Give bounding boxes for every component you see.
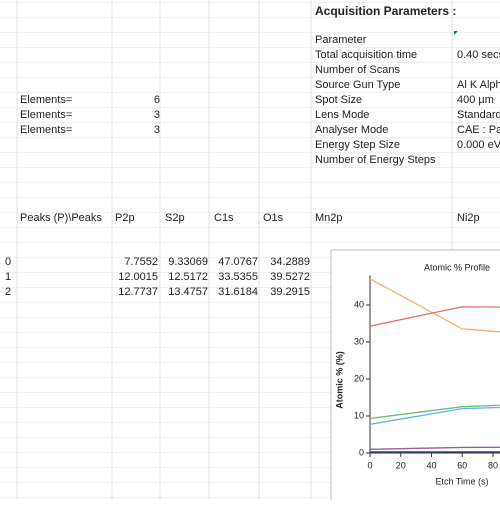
table-cell: 12.5172: [168, 271, 208, 283]
table-header: Peaks (P)\Peaks: [20, 212, 102, 224]
table-header: O1s: [263, 212, 284, 224]
series-line: [369, 446, 500, 450]
parameter-name: Number of Scans: [315, 64, 400, 76]
parameter-name: Lens Mode: [315, 109, 369, 121]
table-cell: 12.7737: [118, 286, 158, 298]
y-axis-label: Atomic % (%): [334, 351, 344, 409]
table-cell: 39.2915: [270, 286, 310, 298]
elements-value: 3: [154, 124, 160, 136]
y-tick-label: 20: [354, 373, 364, 383]
cell-marker: [454, 31, 458, 35]
parameter-value: CAE : Pa: [457, 124, 500, 136]
x-axis-label: Etch Time (s): [435, 476, 488, 486]
table-header: C1s: [214, 212, 234, 224]
chart: Atomic % Profile Atomic % (%) Etch Time …: [330, 249, 500, 505]
x-tick-label: 80: [488, 460, 498, 470]
parameter-value: 0.000 eV: [457, 139, 500, 151]
elements-label: Elements=: [20, 94, 72, 106]
x-tick-label: 20: [396, 460, 406, 470]
table-cell: 12.0015: [118, 271, 158, 283]
table-cell: 34.2889: [270, 256, 310, 268]
parameter-value: 0.40 secs: [457, 49, 500, 61]
y-tick-label: 10: [354, 410, 364, 420]
row-index: 0: [5, 256, 11, 268]
x-tick-label: 0: [367, 460, 372, 470]
series-line: [369, 306, 500, 327]
row-index: 1: [5, 271, 11, 283]
y-tick-label: 40: [354, 299, 364, 309]
y-tick-label: 0: [359, 447, 364, 457]
parameter-name: Spot Size: [315, 94, 362, 106]
x-tick-label: 60: [457, 460, 467, 470]
table-header: Mn2p: [315, 212, 343, 224]
table-cell: 31.6184: [218, 286, 258, 298]
chart-title: Atomic % Profile: [424, 262, 490, 272]
chart-frame: [330, 249, 500, 505]
table-cell: 39.5272: [270, 271, 310, 283]
parameter-name: Parameter: [315, 34, 367, 46]
x-tick-label: 40: [426, 460, 436, 470]
elements-value: 3: [154, 109, 160, 121]
table-cell: 9.33069: [168, 256, 208, 268]
elements-value: 6: [154, 94, 160, 106]
parameter-value: Al K Alph: [457, 79, 500, 91]
series-line: [369, 404, 500, 420]
section-title: Acquisition Parameters :: [315, 4, 456, 18]
parameter-name: Total acquisition time: [315, 49, 417, 61]
series-line: [369, 278, 500, 333]
table-cell: 7.7552: [124, 256, 158, 268]
table-header: Ni2p: [457, 212, 480, 224]
parameter-name: Source Gun Type: [315, 79, 400, 91]
parameter-value: Standard: [457, 109, 500, 121]
table-cell: 13.4757: [168, 286, 208, 298]
table-cell: 33.5355: [218, 271, 258, 283]
elements-label: Elements=: [20, 124, 72, 136]
series-line: [369, 406, 500, 425]
parameter-name: Number of Energy Steps: [315, 154, 436, 166]
y-tick-label: 30: [354, 336, 364, 346]
parameter-name: Analyser Mode: [315, 124, 388, 136]
elements-label: Elements=: [20, 109, 72, 121]
parameter-name: Energy Step Size: [315, 139, 400, 151]
table-header: P2p: [115, 212, 135, 224]
table-cell: 47.0767: [218, 256, 258, 268]
table-header: S2p: [165, 212, 185, 224]
parameter-value: 400 µm: [457, 94, 494, 106]
row-index: 2: [5, 286, 11, 298]
